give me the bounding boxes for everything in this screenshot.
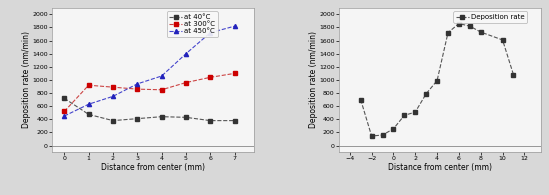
at 300°C: [110, 86, 116, 88]
at 450°C: [158, 75, 165, 77]
at 300°C: [85, 84, 92, 86]
Line: at 40°C: at 40°C: [62, 96, 237, 123]
at 300°C: [134, 88, 141, 90]
Y-axis label: Deposition rate (nm/min): Deposition rate (nm/min): [309, 31, 318, 129]
at 300°C: [61, 110, 68, 113]
at 40°C: [85, 113, 92, 116]
Deposition rate: [357, 98, 364, 101]
Deposition rate: [401, 114, 408, 117]
at 40°C: [158, 115, 165, 118]
Deposition rate: [368, 135, 375, 137]
Deposition rate: [445, 32, 451, 34]
at 40°C: [231, 120, 238, 122]
Deposition rate: [379, 134, 386, 136]
at 450°C: [134, 83, 141, 85]
at 450°C: [231, 25, 238, 27]
at 450°C: [110, 95, 116, 98]
Legend: at 40°C, at 300°C, at 450°C: at 40°C, at 300°C, at 450°C: [167, 11, 218, 37]
Line: at 300°C: at 300°C: [62, 71, 237, 113]
Deposition rate: [467, 25, 473, 27]
at 40°C: [183, 116, 189, 119]
Deposition rate: [478, 31, 484, 33]
Legend: Deposition rate: Deposition rate: [453, 11, 527, 23]
Y-axis label: Deposition rate (nm/min): Deposition rate (nm/min): [22, 31, 31, 129]
Deposition rate: [434, 79, 440, 82]
at 300°C: [158, 89, 165, 91]
Deposition rate: [390, 128, 397, 130]
at 450°C: [85, 103, 92, 105]
at 300°C: [231, 72, 238, 74]
X-axis label: Distance from center (mm): Distance from center (mm): [101, 163, 205, 172]
at 40°C: [110, 120, 116, 122]
at 450°C: [207, 32, 214, 34]
X-axis label: Distance from center (mm): Distance from center (mm): [388, 163, 492, 172]
Deposition rate: [499, 39, 506, 41]
Line: at 450°C: at 450°C: [62, 24, 237, 118]
Deposition rate: [412, 111, 418, 113]
Line: Deposition rate: Deposition rate: [358, 21, 516, 138]
at 450°C: [183, 52, 189, 55]
at 40°C: [207, 120, 214, 122]
at 40°C: [61, 97, 68, 99]
at 40°C: [134, 117, 141, 120]
Deposition rate: [456, 22, 462, 25]
at 450°C: [61, 115, 68, 117]
at 300°C: [183, 81, 189, 84]
at 300°C: [207, 76, 214, 79]
Deposition rate: [510, 74, 517, 76]
Deposition rate: [423, 93, 429, 95]
